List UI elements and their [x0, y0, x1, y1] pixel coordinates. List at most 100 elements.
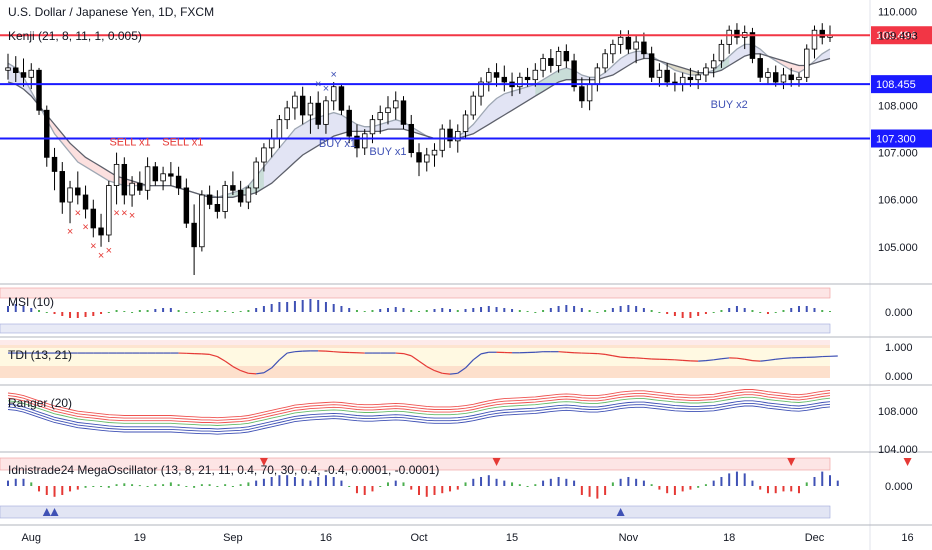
mega-bar — [797, 486, 800, 494]
tdi-line-seg — [426, 366, 435, 372]
kenji-cloud-segment-green — [558, 67, 567, 83]
sell-mark: × — [67, 226, 73, 238]
mega-bar — [69, 486, 72, 492]
msi-bar — [115, 310, 118, 312]
msi-bar — [627, 305, 630, 312]
mega-up-arrow — [42, 508, 51, 516]
candle — [323, 96, 329, 134]
candle-body — [594, 67, 601, 85]
mega-bar — [611, 482, 614, 486]
candle — [462, 110, 469, 139]
msi-bar — [596, 312, 599, 313]
candle — [625, 30, 632, 54]
mega-bar — [162, 484, 165, 486]
msi-bar — [123, 311, 126, 312]
candle-body — [13, 67, 19, 74]
mega-bar — [534, 484, 537, 486]
mega-down-arrow — [787, 458, 796, 466]
candle — [261, 143, 267, 172]
candle — [354, 124, 360, 158]
tdi-line-seg — [472, 353, 482, 361]
candle — [237, 180, 244, 207]
mega-bar — [270, 477, 273, 486]
buy-mark: × — [330, 69, 336, 81]
candle — [90, 199, 97, 238]
msi-bar — [247, 310, 250, 312]
mega-bar — [169, 482, 172, 486]
msi-bar — [829, 311, 831, 312]
candle-body — [431, 149, 438, 156]
candle-body — [393, 100, 399, 109]
candle-body — [749, 32, 756, 59]
tdi-line-seg — [434, 370, 443, 374]
candle — [749, 27, 756, 64]
x-tick-label: 15 — [506, 532, 518, 544]
msi-bar — [650, 310, 653, 312]
candle-body — [230, 185, 236, 191]
mega-bar — [22, 478, 25, 486]
mega-bar — [782, 486, 785, 492]
candle — [245, 185, 252, 210]
msi-bar — [759, 312, 762, 313]
mega-bar — [805, 482, 808, 486]
msi-bar — [100, 312, 103, 314]
mega-bar — [813, 477, 816, 486]
kenji-cloud-segment — [70, 143, 78, 163]
msi-bar — [394, 307, 397, 312]
candle — [400, 96, 407, 130]
mega-down-arrow — [259, 458, 268, 466]
msi-bar — [177, 310, 180, 312]
candle — [59, 162, 66, 214]
mega-bar — [836, 480, 839, 486]
msi-bar — [208, 311, 211, 312]
mega-tick: 0.000 — [885, 481, 913, 493]
candle-body — [137, 182, 143, 191]
candle-body — [361, 133, 368, 149]
msi-bar — [728, 308, 731, 312]
candle — [199, 190, 205, 252]
mega-bar — [511, 482, 514, 486]
mega-bar — [720, 477, 723, 486]
msi-bar — [425, 310, 428, 312]
candle-body — [486, 72, 492, 83]
candle — [439, 124, 445, 158]
msi-bar — [14, 304, 17, 312]
msi-bar — [76, 312, 79, 318]
msi-bar — [689, 312, 692, 318]
candle-body — [501, 76, 508, 83]
candle — [5, 53, 11, 80]
candle — [431, 143, 438, 167]
candle-body — [517, 76, 523, 88]
candle — [230, 171, 236, 195]
mega-bar — [689, 486, 692, 490]
candle-body — [532, 69, 539, 81]
msi-bar — [495, 307, 498, 312]
mega-bar — [573, 480, 576, 486]
candle — [656, 63, 663, 87]
candle-body — [214, 203, 221, 212]
msi-bar — [774, 312, 777, 313]
msi-bar — [84, 312, 87, 317]
tdi-line-seg — [705, 359, 714, 362]
mega-bar — [642, 480, 645, 486]
kenji-cloud-segment — [473, 114, 482, 134]
msi-bar — [511, 309, 514, 312]
msi-bar — [743, 308, 746, 312]
tdi-label: TDI (13, 21) — [8, 348, 72, 362]
mega-bar — [735, 471, 738, 486]
msi-bar — [712, 312, 715, 313]
mega-bar — [224, 484, 227, 486]
candle-body — [765, 72, 771, 78]
mega-bar — [107, 486, 110, 488]
msi-bar — [619, 306, 622, 312]
mega-bar — [262, 478, 265, 486]
signal-label: BUY x2 — [711, 99, 748, 111]
candle-body — [493, 72, 500, 78]
tdi-line-seg — [744, 358, 753, 362]
msi-bar — [45, 312, 48, 313]
price-tick-label: 107.000 — [878, 148, 918, 160]
mega-bar — [549, 478, 552, 486]
kenji-cloud-segment — [721, 56, 730, 71]
candle-body — [610, 43, 616, 55]
candle-body — [586, 83, 593, 102]
